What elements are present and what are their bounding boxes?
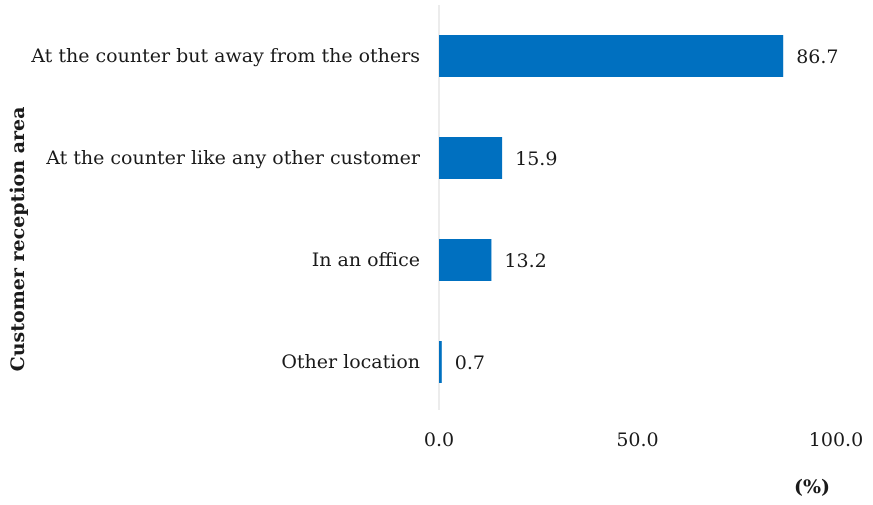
data-label: 0.7 [455, 352, 485, 374]
category-label: At the counter but away from the others [30, 45, 420, 67]
category-label: At the counter like any other customer [45, 147, 421, 169]
bar [439, 341, 442, 383]
category-label: In an office [312, 249, 420, 271]
data-label: 86.7 [796, 46, 838, 68]
x-tick-label: 50.0 [616, 429, 658, 451]
data-label: 13.2 [504, 250, 546, 272]
plot-area: At the counter but away from the others 8… [30, 5, 863, 451]
data-label: 15.9 [515, 148, 557, 170]
x-axis-title: (%) [794, 476, 830, 498]
bar [439, 239, 492, 281]
x-tick-label: 100.0 [809, 429, 863, 451]
category-label: Other location [281, 351, 420, 373]
y-axis-title: Customer reception area [7, 107, 29, 372]
bar [439, 35, 784, 77]
x-tick-label: 0.0 [424, 429, 454, 451]
bar [439, 137, 503, 179]
